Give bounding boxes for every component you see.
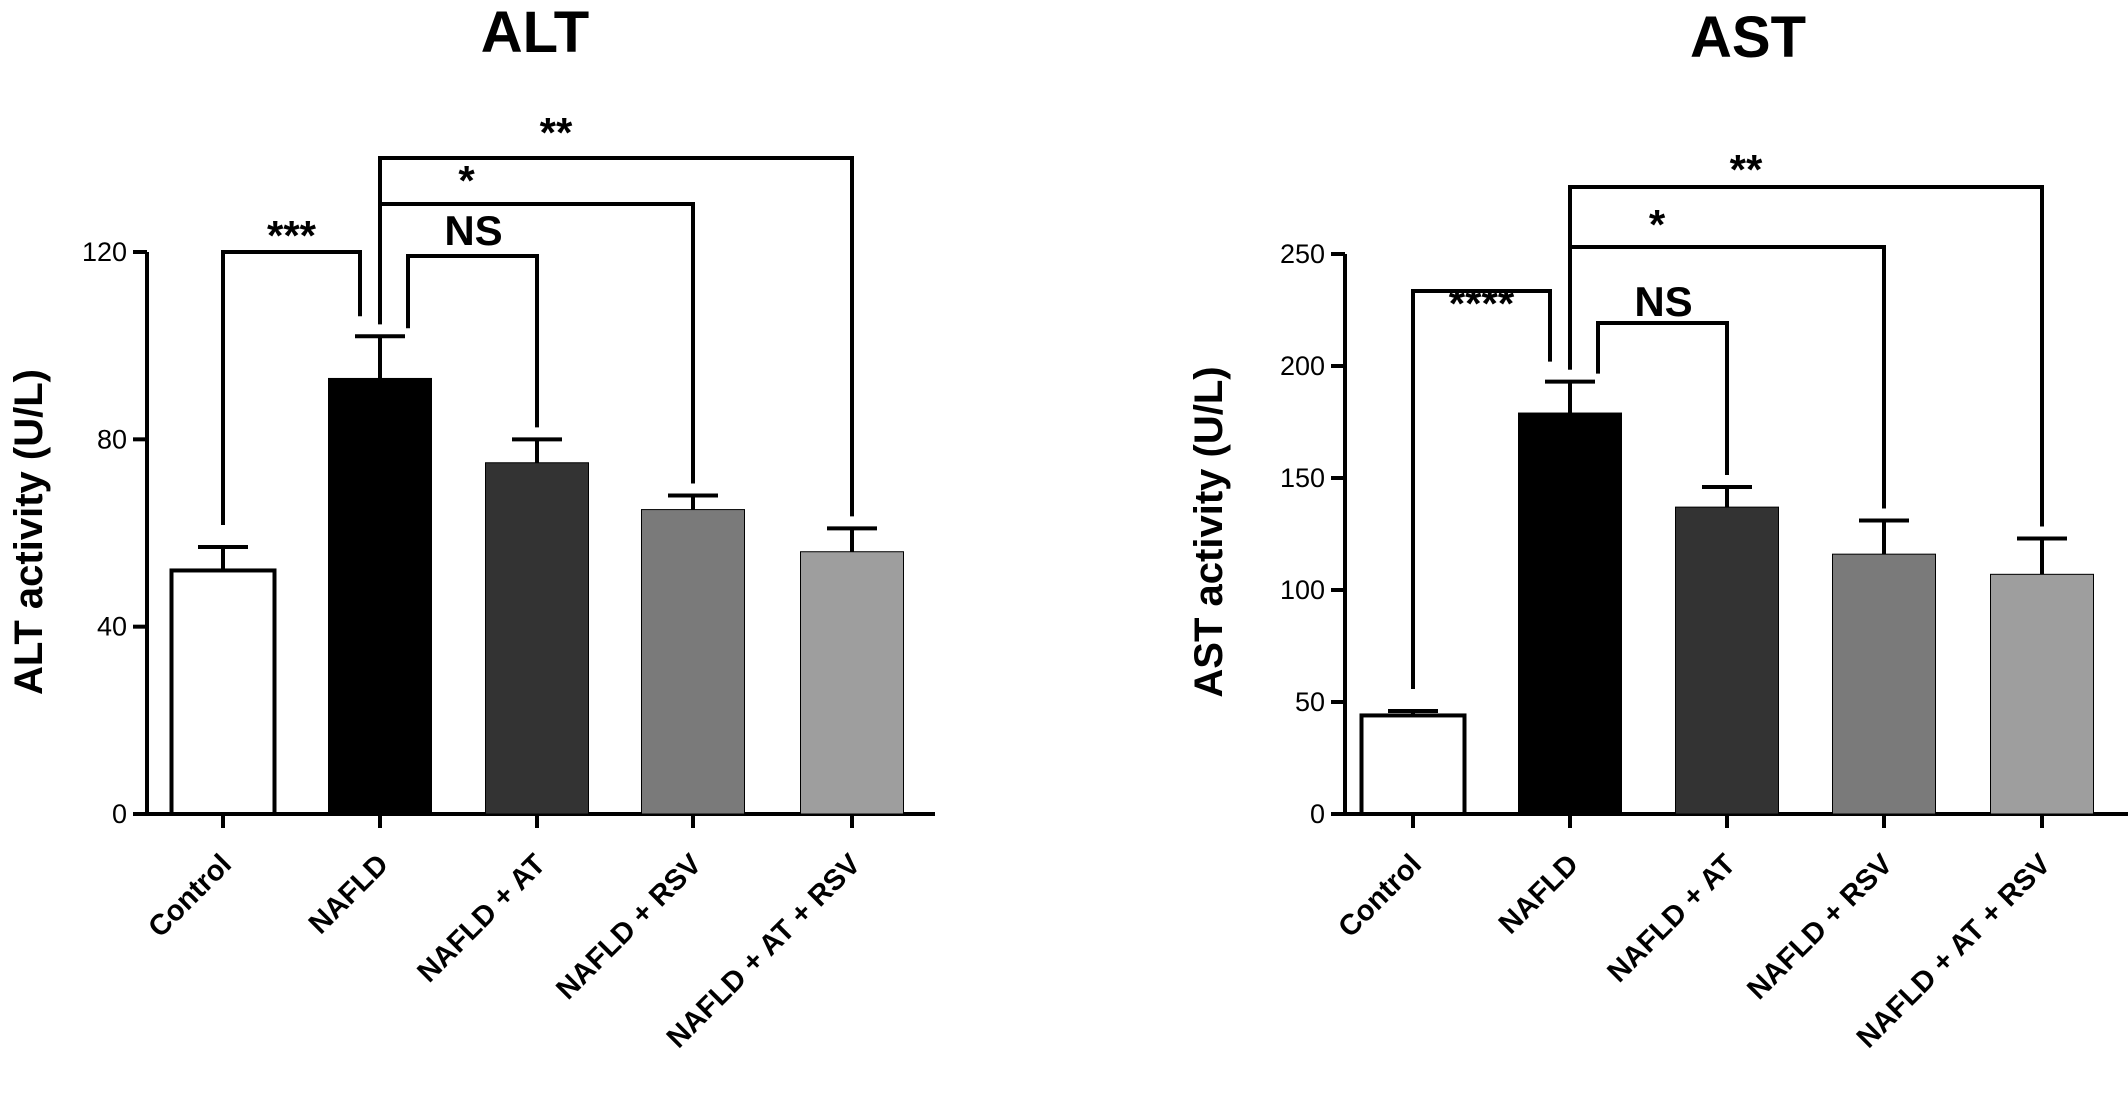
x-tick-label: NAFLD + RSV (1741, 848, 1899, 1006)
x-tick-label: Control (1332, 848, 1428, 944)
ast-chart: AST AST activity (U/L) 0 50 100 150 200 250 Co… (1187, 5, 2128, 1054)
x-tick-label: Control (142, 848, 238, 944)
significance-label: * (1649, 201, 1666, 248)
significance-label: *** (267, 212, 317, 259)
bar (1675, 506, 1779, 815)
y-tick-label: 40 (97, 612, 127, 642)
y-tick-label: 0 (112, 799, 127, 829)
y-tick-label: 120 (82, 237, 127, 267)
bar (1832, 553, 1936, 815)
significance-label: ** (1730, 146, 1763, 193)
y-tick-label: 0 (1310, 799, 1325, 829)
significance-bracket (221, 250, 362, 526)
significance-bracket (1568, 185, 2044, 527)
bar (1359, 713, 1467, 816)
y-tick-label: 50 (1295, 687, 1325, 717)
x-tick-label: NAFLD (1493, 848, 1585, 940)
significance-bracket (406, 254, 539, 428)
significance-label: ** (540, 109, 573, 156)
x-tick-label: NAFLD + AT (1601, 848, 1742, 989)
significance-bracket (1596, 321, 1729, 475)
significance-bracket (1411, 289, 1552, 689)
alt-chart: ALT ALT activity (U/L) 0 40 80 120 Control NA… (7, 0, 935, 1054)
chart-title: ALT (481, 0, 589, 65)
bar (641, 509, 745, 815)
bar (1518, 412, 1622, 815)
x-tick-label: NAFLD + RSV (550, 848, 708, 1006)
bar (485, 462, 589, 815)
x-tick-label: NAFLD + AT (411, 848, 552, 989)
y-tick-label: 250 (1280, 239, 1325, 269)
chart-title: AST (1690, 5, 1806, 70)
y-tick-label: 200 (1280, 351, 1325, 381)
x-tick-label: NAFLD (303, 848, 395, 940)
bar (800, 551, 904, 815)
y-tick-label: 80 (97, 424, 127, 454)
significance-label: NS (444, 207, 502, 254)
y-tick-label: 150 (1280, 463, 1325, 493)
bar (1990, 573, 2094, 815)
bar (328, 377, 432, 815)
significance-bracket (378, 156, 854, 517)
significance-label: NS (1634, 278, 1692, 325)
bar (169, 568, 277, 817)
y-axis-label: AST activity (U/L) (1187, 366, 1231, 697)
significance-label: * (458, 157, 475, 204)
y-tick-label: 100 (1280, 575, 1325, 605)
significance-label: **** (1449, 280, 1515, 327)
y-axis-label: ALT activity (U/L) (7, 369, 51, 695)
